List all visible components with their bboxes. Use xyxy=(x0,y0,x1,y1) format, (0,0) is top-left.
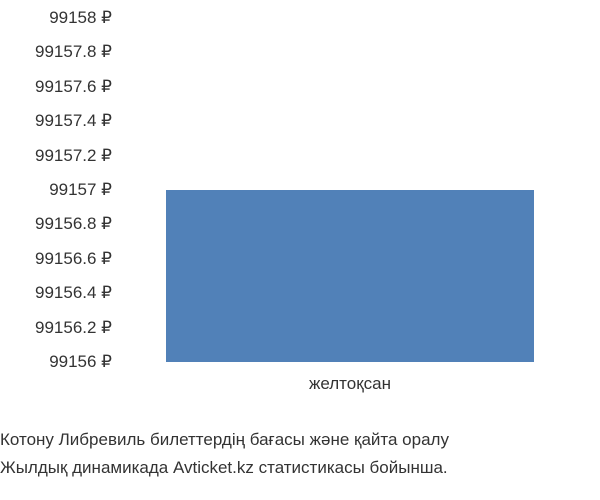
y-tick-label: 99157.2 ₽ xyxy=(35,146,112,166)
x-tick-label: желтоқсан xyxy=(309,374,391,394)
y-tick-label: 99157.6 ₽ xyxy=(35,77,112,97)
y-tick-label: 99156 ₽ xyxy=(49,352,112,372)
y-tick-label: 99156.4 ₽ xyxy=(35,283,112,303)
caption-line-2: Жылдық динамикада Avticket.kz статистика… xyxy=(0,458,448,478)
y-tick-label: 99157.8 ₽ xyxy=(35,42,112,62)
y-tick-label: 99156.8 ₽ xyxy=(35,214,112,234)
y-tick-label: 99156.2 ₽ xyxy=(35,318,112,338)
y-tick-label: 99156.6 ₽ xyxy=(35,249,112,269)
caption-line-1: Котону Либревиль билеттердің бағасы және… xyxy=(0,430,449,450)
y-tick-label: 99158 ₽ xyxy=(49,8,112,28)
y-tick-label: 99157 ₽ xyxy=(49,180,112,200)
price-chart: 99156 ₽ 99156.2 ₽ 99156.4 ₽ 99156.6 ₽ 99156.… xyxy=(0,0,600,500)
bar xyxy=(166,190,534,362)
y-tick-label: 99157.4 ₽ xyxy=(35,111,112,131)
